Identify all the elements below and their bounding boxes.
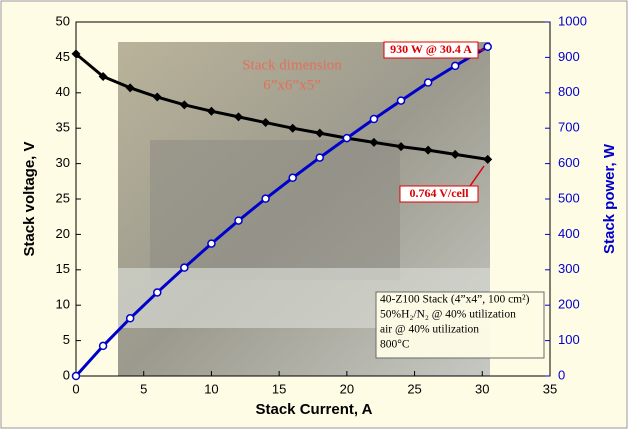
y-tick-label: 15 xyxy=(56,261,70,276)
y2-tick-label: 900 xyxy=(558,49,580,64)
y-tick-label: 20 xyxy=(56,226,70,241)
y-tick-label: 40 xyxy=(56,84,70,99)
info-line: 40-Z100 Stack (4”x4”, 100 cm²) xyxy=(380,294,530,306)
series-line xyxy=(74,45,489,378)
marker xyxy=(450,149,460,159)
y2-tick-label: 600 xyxy=(558,155,580,170)
annotation: 930 W @ 30.4 A xyxy=(390,42,472,56)
marker xyxy=(315,128,325,138)
marker xyxy=(288,173,297,183)
y-axis-title: Stack voltage, V xyxy=(21,141,38,256)
y2-tick-label: 700 xyxy=(558,120,580,135)
marker xyxy=(125,83,135,93)
annotation: 6”x6”x5” xyxy=(263,77,320,93)
x-tick-label: 25 xyxy=(407,381,421,396)
marker xyxy=(423,145,433,155)
info-line: air @ 40% utilization xyxy=(380,324,479,336)
marker xyxy=(125,314,135,323)
marker xyxy=(206,106,216,116)
x-tick-label: 15 xyxy=(272,381,286,396)
callout-box xyxy=(399,185,479,203)
info-line: 50%H₂/N₂ @ 40% utilization xyxy=(380,309,516,321)
y-tick-label: 0 xyxy=(63,367,70,382)
y2-tick-label: 300 xyxy=(558,261,580,276)
y2-tick-label: 0 xyxy=(558,367,565,382)
marker xyxy=(153,288,162,297)
marker xyxy=(369,137,379,147)
marker xyxy=(396,142,406,152)
marker xyxy=(342,133,352,143)
y2-tick-label: 800 xyxy=(558,84,580,99)
marker xyxy=(369,114,379,124)
info-box xyxy=(375,291,545,359)
x-tick-label: 35 xyxy=(543,381,557,396)
marker xyxy=(152,92,162,102)
x-tick-label: 5 xyxy=(140,381,147,396)
marker xyxy=(180,263,189,272)
marker xyxy=(288,123,298,133)
y2-axis-title: Stack power, W xyxy=(601,143,618,254)
x-axis-title: Stack Current, A xyxy=(256,401,373,418)
annotation: 0.764 V/cell xyxy=(409,186,469,200)
y2-tick-label: 400 xyxy=(558,226,580,241)
marker xyxy=(315,153,325,162)
marker xyxy=(234,216,243,225)
marker xyxy=(98,341,108,351)
marker xyxy=(396,96,406,105)
marker xyxy=(483,42,492,52)
y-tick-label: 50 xyxy=(56,13,70,28)
x-tick-label: 30 xyxy=(475,381,489,396)
marker xyxy=(98,72,108,82)
marker xyxy=(261,118,271,128)
x-tick-label: 20 xyxy=(340,381,354,396)
photo-stack xyxy=(150,140,400,280)
y-tick-label: 35 xyxy=(56,120,70,135)
marker xyxy=(179,100,189,110)
marker xyxy=(450,61,460,71)
callout-arrow xyxy=(469,165,485,187)
x-tick-label: 0 xyxy=(72,381,79,396)
marker xyxy=(483,154,493,164)
y-tick-label: 25 xyxy=(56,190,70,205)
series-line xyxy=(75,52,488,161)
marker xyxy=(207,239,216,248)
annotation: Stack dimension xyxy=(242,57,342,73)
marker xyxy=(261,194,270,203)
y-tick-label: 5 xyxy=(63,332,70,347)
info-line: 800°C xyxy=(380,339,410,351)
y2-tick-label: 1000 xyxy=(558,13,587,28)
x-tick-label: 10 xyxy=(204,381,218,396)
marker xyxy=(423,78,433,87)
y-tick-label: 30 xyxy=(56,155,70,170)
marker xyxy=(234,112,244,122)
y2-tick-label: 100 xyxy=(558,332,580,347)
marker xyxy=(71,371,81,381)
y-tick-label: 45 xyxy=(56,49,70,64)
marker xyxy=(71,49,81,59)
y-tick-label: 10 xyxy=(56,297,70,312)
y2-tick-label: 500 xyxy=(558,190,580,205)
y2-tick-label: 200 xyxy=(558,297,580,312)
